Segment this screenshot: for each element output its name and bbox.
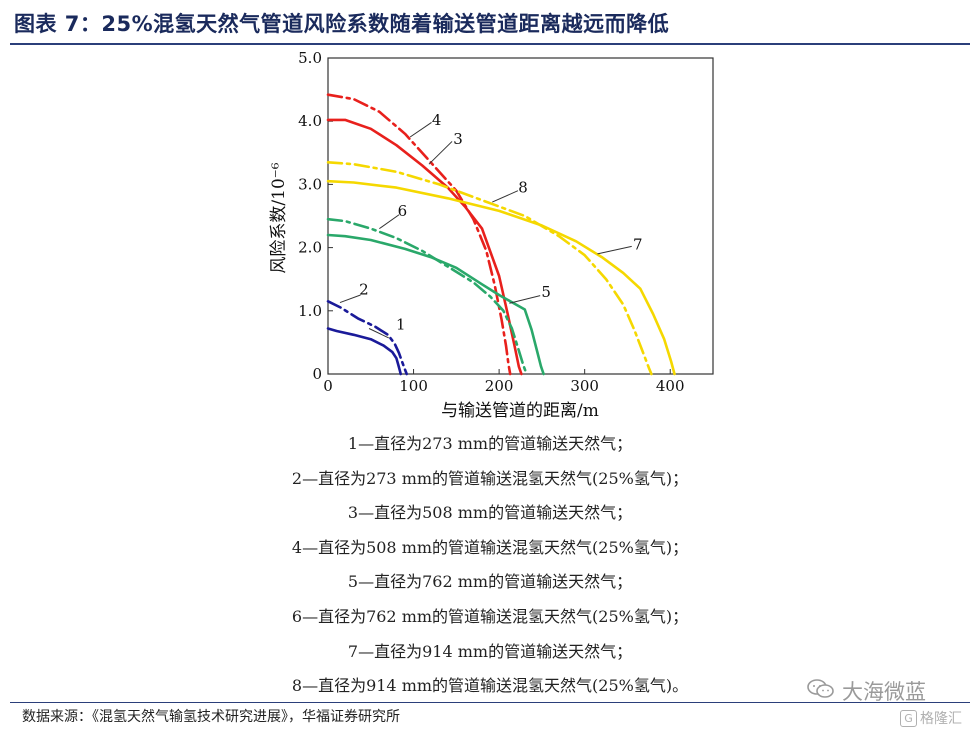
series-line-4	[326, 93, 512, 376]
series-line-1	[326, 327, 403, 376]
corner-watermark-text: 格隆汇	[920, 711, 962, 727]
figure-title: 图表 7：25%混氢天然气管道风险系数随着输送管道距离越远而降低	[14, 12, 670, 36]
y-tick-label: 5.0	[298, 49, 322, 67]
annotation-leader-line	[339, 294, 361, 304]
series-number-label: 6	[398, 202, 408, 220]
legend-item: 8—直径为914 mm的管道输送混氢天然气(25%氢气)。	[291, 676, 689, 696]
source-divider	[10, 702, 970, 703]
y-tick-label: 0	[312, 365, 322, 383]
legend-item: 6—直径为762 mm的管道输送混氢天然气(25%氢气)；	[291, 606, 689, 626]
x-tick-label: 200	[485, 377, 514, 395]
series-number-label: 1	[396, 316, 406, 334]
series-line-7	[326, 179, 676, 376]
y-tick-label: 2.0	[298, 239, 322, 257]
y-axis-label: 风险系数/10⁻⁶	[269, 162, 289, 273]
y-tick-label: 4.0	[298, 112, 322, 130]
series-number-label: 7	[633, 235, 643, 253]
series-line-8	[326, 161, 653, 376]
source-note: 数据来源：《混氢天然气输氢技术研究进展》，华福证券研究所	[22, 709, 400, 725]
watermark: 大海微蓝	[806, 676, 926, 706]
annotation-leader-line	[368, 328, 389, 339]
legend-item: 4—直径为508 mm的管道输送混氢天然气(25%氢气)；	[291, 537, 689, 557]
legend-item: 1—直径为273 mm的管道输送天然气；	[347, 434, 633, 453]
series-line-5	[326, 233, 545, 376]
series-number-label: 8	[518, 179, 528, 197]
series-number-label: 3	[453, 130, 463, 148]
x-tick-label: 400	[656, 377, 685, 395]
legend-item: 7—直径为914 mm的管道输送天然气；	[347, 641, 633, 661]
plot-area-frame	[327, 57, 714, 375]
annotation-leader-line	[597, 245, 632, 255]
annotation-leader-line	[509, 295, 541, 304]
annotation-leader-line	[379, 214, 400, 230]
x-tick-label: 300	[570, 377, 599, 395]
series-number-label: 5	[541, 283, 551, 301]
title-divider	[10, 43, 970, 45]
legend-item: 5—直径为762 mm的管道输送天然气；	[347, 572, 633, 592]
annotation-leader-line	[492, 190, 519, 203]
risk-coefficient-line-chart: 0 100 200 300 400 0 1.0 2.0 3.0 4.0 5.0 1 2 34 5 6 7 8 与…	[269, 49, 714, 421]
g-logo-icon: G	[900, 709, 917, 727]
wechat-icon	[806, 678, 836, 705]
y-tick-label: 3.0	[298, 175, 322, 193]
x-tick-label: 0	[323, 377, 333, 395]
series-legend: 1—直径为273 mm的管道输送天然气； 2—直径为273 mm的管道输送混氢天然…	[190, 427, 790, 704]
annotation-leader-line	[409, 122, 432, 138]
legend-item: 2—直径为273 mm的管道输送混氢天然气(25%氢气)；	[291, 468, 689, 488]
series-number-label: 4	[432, 111, 442, 129]
corner-watermark: G 格隆汇	[900, 708, 962, 728]
series-line-2	[326, 299, 409, 376]
annotation-leader-line	[428, 141, 453, 165]
watermark-text: 大海微蓝	[842, 680, 926, 704]
x-tick-label: 100	[399, 377, 428, 395]
legend-item: 3—直径为508 mm的管道输送天然气；	[347, 503, 633, 523]
series-number-label: 2	[359, 280, 369, 298]
y-tick-label: 1.0	[298, 302, 322, 320]
x-axis-label: 与输送管道的距离/m	[441, 401, 599, 421]
